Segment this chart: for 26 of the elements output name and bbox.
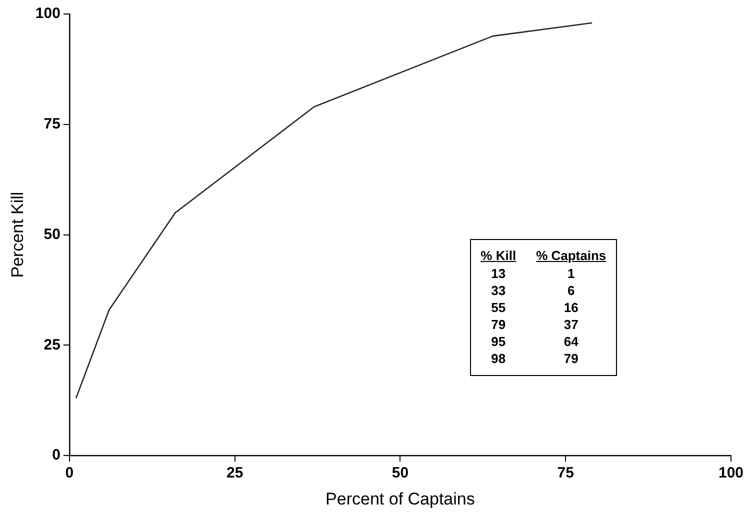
y-tick-label: 25 [44,336,60,354]
annotation: 98 [490,350,507,368]
annotation: 95 [490,333,507,350]
y-tick-label: 0 [52,446,60,464]
x-axis-title: Percent of Captains [326,489,475,508]
annotation: 1 [566,265,576,282]
y-tick-label: 50 [44,226,60,243]
annotation: % Captains [536,248,606,264]
annotation: 79 [562,350,580,368]
x-tick-label: 100 [718,464,744,482]
annotation: 64 [562,333,580,350]
annotation: 37 [562,316,580,334]
annotation: 13 [490,265,507,282]
y-axis-title: Percent Kill [8,192,27,278]
x-tick-label: 50 [392,464,409,482]
annotation: 16 [562,299,580,316]
y-tick-label: 100 [35,5,60,22]
annotation: 55 [490,299,507,316]
annotation: 79 [490,316,507,334]
annotation: 33 [490,282,507,300]
x-tick-label: 25 [226,464,244,482]
annotation: % Kill [480,248,516,264]
annotation: 6 [566,282,576,300]
x-tick-label: 0 [65,464,74,482]
y-tick-label: 75 [44,116,60,133]
x-tick-label: 75 [557,464,574,482]
